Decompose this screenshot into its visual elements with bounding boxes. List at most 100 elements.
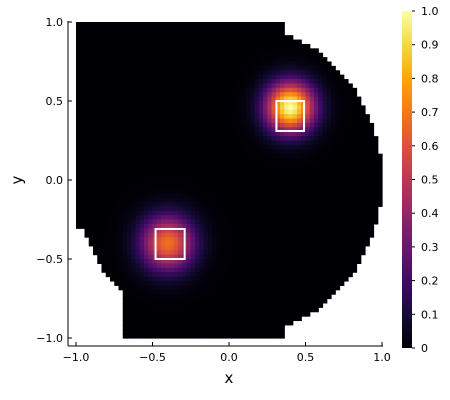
- heatmap-cell: [288, 105, 294, 111]
- heatmap-cell: [224, 144, 230, 150]
- heatmap-cell: [156, 180, 162, 185]
- heatmap-cell: [178, 267, 183, 273]
- heatmap-cell: [237, 188, 243, 194]
- heatmap-cell: [144, 22, 149, 27]
- heatmap-cell: [343, 232, 349, 238]
- heatmap-cell: [241, 294, 247, 300]
- heatmap-cell: [195, 276, 200, 282]
- heatmap-cell: [127, 193, 132, 199]
- heatmap-cell: [271, 35, 277, 41]
- heatmap-cell: [229, 127, 234, 133]
- heatmap-cell: [182, 171, 188, 177]
- heatmap-cell: [207, 228, 213, 234]
- colorbar-tick-label: 0.9: [421, 39, 439, 52]
- heatmap-cell: [88, 215, 94, 221]
- heatmap-cell: [326, 206, 332, 212]
- heatmap-cell: [207, 105, 213, 111]
- heatmap-cell: [246, 232, 251, 238]
- heatmap-cell: [322, 61, 328, 67]
- heatmap-cell: [93, 210, 98, 216]
- heatmap-cell: [212, 237, 217, 243]
- heatmap-cell: [80, 83, 86, 89]
- heatmap-cell: [331, 276, 336, 282]
- heatmap-cell: [343, 122, 349, 128]
- heatmap-cell: [267, 316, 273, 322]
- heatmap-cell: [80, 149, 86, 155]
- heatmap-cell: [161, 245, 166, 251]
- heatmap-cell: [139, 92, 145, 98]
- heatmap-cell: [122, 87, 128, 93]
- heatmap-cell: [335, 127, 341, 133]
- heatmap-cell: [314, 118, 319, 124]
- heatmap-cell: [267, 324, 273, 330]
- heatmap-cell: [365, 131, 370, 137]
- heatmap-cell: [284, 127, 290, 133]
- heatmap-cell: [195, 285, 200, 291]
- heatmap-cell: [343, 158, 349, 164]
- heatmap-cell: [156, 298, 162, 304]
- heatmap-cell: [258, 333, 264, 339]
- heatmap-cell: [148, 149, 154, 155]
- heatmap-cell: [127, 26, 132, 32]
- heatmap-cell: [356, 180, 362, 185]
- heatmap-cell: [246, 259, 251, 264]
- heatmap-cell: [309, 140, 315, 146]
- heatmap-cell: [288, 285, 294, 291]
- heatmap-cell: [267, 215, 273, 221]
- heatmap-cell: [339, 280, 345, 286]
- heatmap-cell: [212, 79, 217, 85]
- heatmap-cell: [339, 109, 345, 115]
- heatmap-cell: [263, 114, 268, 120]
- heatmap-cell: [369, 140, 375, 146]
- heatmap-cell: [156, 162, 162, 168]
- heatmap-cell: [284, 131, 290, 137]
- heatmap-cell: [84, 197, 90, 203]
- heatmap-cell: [220, 162, 226, 168]
- heatmap-cell: [165, 289, 171, 295]
- heatmap-cell: [97, 254, 103, 260]
- heatmap-cell: [148, 289, 154, 295]
- heatmap-cell: [190, 223, 196, 229]
- heatmap-cell: [84, 175, 90, 181]
- heatmap-cell: [241, 109, 247, 115]
- heatmap-cell: [165, 311, 171, 317]
- heatmap-cell: [76, 149, 81, 155]
- heatmap-cell: [284, 153, 290, 159]
- heatmap-cell: [97, 114, 103, 120]
- heatmap-cell: [301, 79, 307, 85]
- heatmap-cell: [335, 74, 341, 80]
- heatmap-cell: [84, 65, 90, 71]
- heatmap-cell: [229, 30, 234, 36]
- heatmap-cell: [284, 118, 290, 124]
- heatmap-cell: [301, 188, 307, 194]
- heatmap-cell: [309, 149, 315, 155]
- heatmap-cell: [190, 171, 196, 177]
- heatmap-cell: [275, 250, 281, 256]
- heatmap-cell: [356, 162, 362, 168]
- heatmap-cell: [76, 188, 81, 194]
- heatmap-cell: [131, 285, 137, 291]
- heatmap-cell: [135, 180, 141, 185]
- heatmap-cell: [165, 188, 171, 194]
- heatmap-cell: [352, 259, 358, 264]
- heatmap-cell: [360, 171, 366, 177]
- heatmap-cell: [237, 316, 243, 322]
- heatmap-cell: [131, 122, 137, 128]
- heatmap-cell: [182, 320, 188, 326]
- heatmap-cell: [203, 79, 209, 85]
- heatmap-cell: [135, 48, 141, 54]
- heatmap-cell: [76, 219, 81, 225]
- heatmap-cell: [250, 22, 256, 27]
- heatmap-cell: [135, 333, 141, 339]
- heatmap-cell: [131, 267, 137, 273]
- heatmap-cell: [254, 184, 260, 190]
- heatmap-cell: [271, 30, 277, 36]
- heatmap-cell: [88, 127, 94, 133]
- heatmap-cell: [318, 298, 324, 304]
- heatmap-cell: [169, 114, 175, 120]
- heatmap-cell: [127, 61, 132, 67]
- heatmap-cell: [101, 26, 107, 32]
- heatmap-cell: [275, 70, 281, 76]
- heatmap-cell: [156, 324, 162, 330]
- heatmap-cell: [161, 237, 166, 243]
